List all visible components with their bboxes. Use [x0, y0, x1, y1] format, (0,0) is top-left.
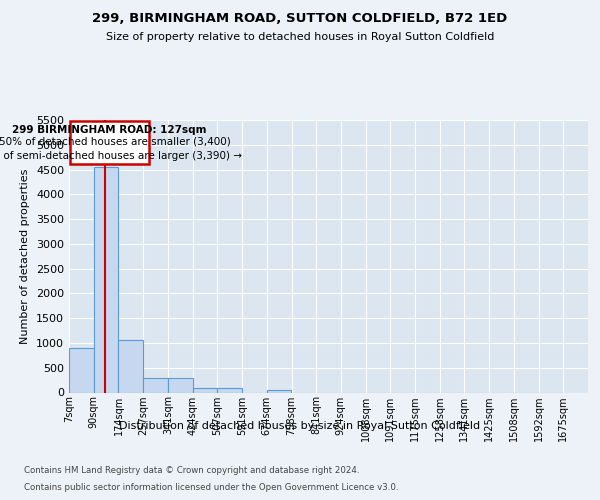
Bar [217, 388, 242, 392]
Bar [267, 390, 292, 392]
Bar [69, 348, 94, 393]
FancyBboxPatch shape [70, 121, 149, 164]
Text: 299, BIRMINGHAM ROAD, SUTTON COLDFIELD, B72 1ED: 299, BIRMINGHAM ROAD, SUTTON COLDFIELD, … [92, 12, 508, 26]
Text: 299 BIRMINGHAM ROAD: 127sqm: 299 BIRMINGHAM ROAD: 127sqm [12, 126, 206, 136]
Text: 49% of semi-detached houses are larger (3,390) →: 49% of semi-detached houses are larger (… [0, 151, 242, 161]
Y-axis label: Number of detached properties: Number of detached properties [20, 168, 31, 344]
Bar [118, 340, 143, 392]
Bar [168, 378, 193, 392]
Text: Distribution of detached houses by size in Royal Sutton Coldfield: Distribution of detached houses by size … [119, 421, 481, 431]
Text: Contains HM Land Registry data © Crown copyright and database right 2024.: Contains HM Land Registry data © Crown c… [24, 466, 359, 475]
Bar [193, 388, 217, 392]
Bar [94, 167, 118, 392]
Text: ← 50% of detached houses are smaller (3,400): ← 50% of detached houses are smaller (3,… [0, 136, 231, 146]
Bar [143, 378, 168, 392]
Text: Size of property relative to detached houses in Royal Sutton Coldfield: Size of property relative to detached ho… [106, 32, 494, 42]
Text: Contains public sector information licensed under the Open Government Licence v3: Contains public sector information licen… [24, 482, 398, 492]
